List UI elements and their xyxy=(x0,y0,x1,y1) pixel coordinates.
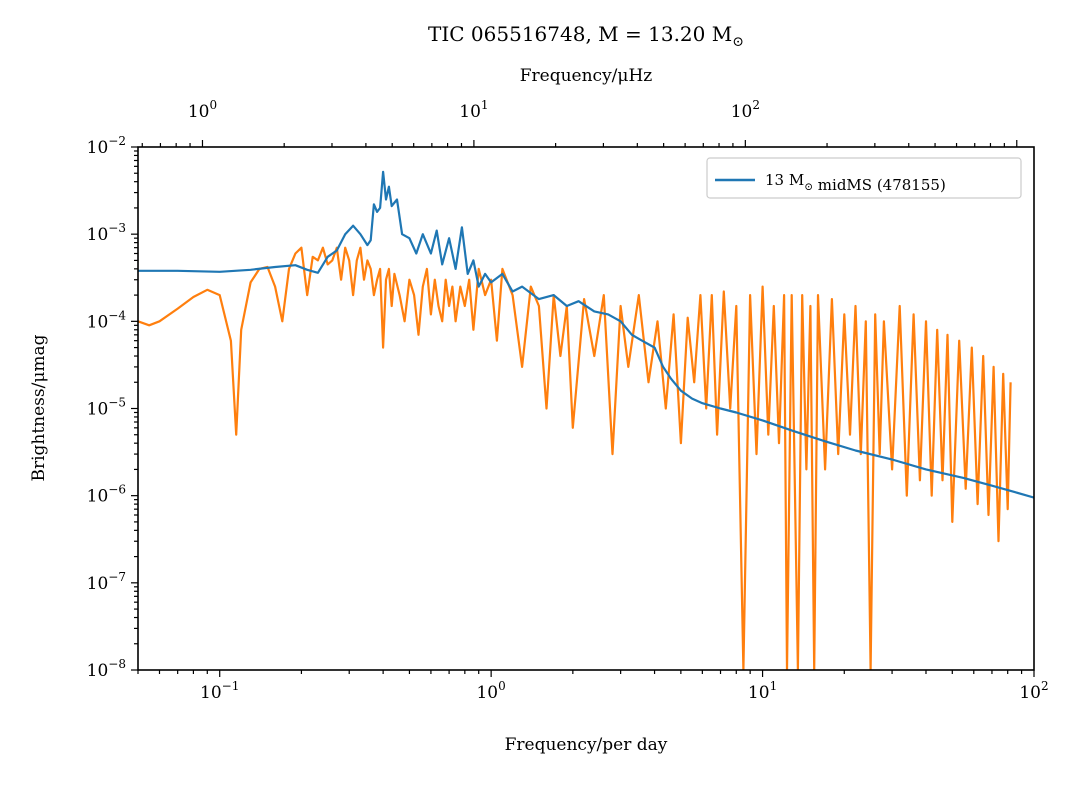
top-x-axis-label: Frequency/μHz xyxy=(520,66,653,86)
x-axis-label: Frequency/per day xyxy=(505,735,668,755)
legend-label: 13 M⊙ midMS (478155) xyxy=(765,171,946,194)
y-tick-label: 10−7 xyxy=(87,570,126,594)
x2-tick-label: 102 xyxy=(731,98,760,122)
series-layer xyxy=(138,170,1034,670)
series-line-model xyxy=(138,170,1034,499)
y-tick-label: 10−6 xyxy=(87,483,126,507)
plot-frame xyxy=(137,146,1035,671)
y-tick-label: 10−2 xyxy=(87,134,126,158)
y-tick-label: 10−4 xyxy=(87,308,127,332)
chart-title: TIC 065516748, M = 13.20 M⊙ xyxy=(428,22,744,50)
x-tick-label: 10−1 xyxy=(200,679,239,703)
x2-tick-label: 101 xyxy=(459,98,488,122)
y-tick-label: 10−5 xyxy=(87,396,126,420)
y-tick-label: 10−3 xyxy=(87,221,126,245)
x-tick-label: 100 xyxy=(476,679,505,703)
y-axis-label: Brightness/μmag xyxy=(29,334,49,481)
x-tick-label: 101 xyxy=(748,679,777,703)
series-line-observed xyxy=(138,246,1012,670)
x2-tick-label: 100 xyxy=(188,98,217,122)
x-tick-label: 102 xyxy=(1019,679,1048,703)
legend-box xyxy=(706,157,1022,199)
tick-layer: 10−1 100 101 102 100 101 102 10−8 10−7 10−6 10−5 10… xyxy=(87,98,1049,703)
legend: 13 M⊙ midMS (478155) xyxy=(706,157,1022,199)
y-tick-label: 10−8 xyxy=(87,657,126,681)
